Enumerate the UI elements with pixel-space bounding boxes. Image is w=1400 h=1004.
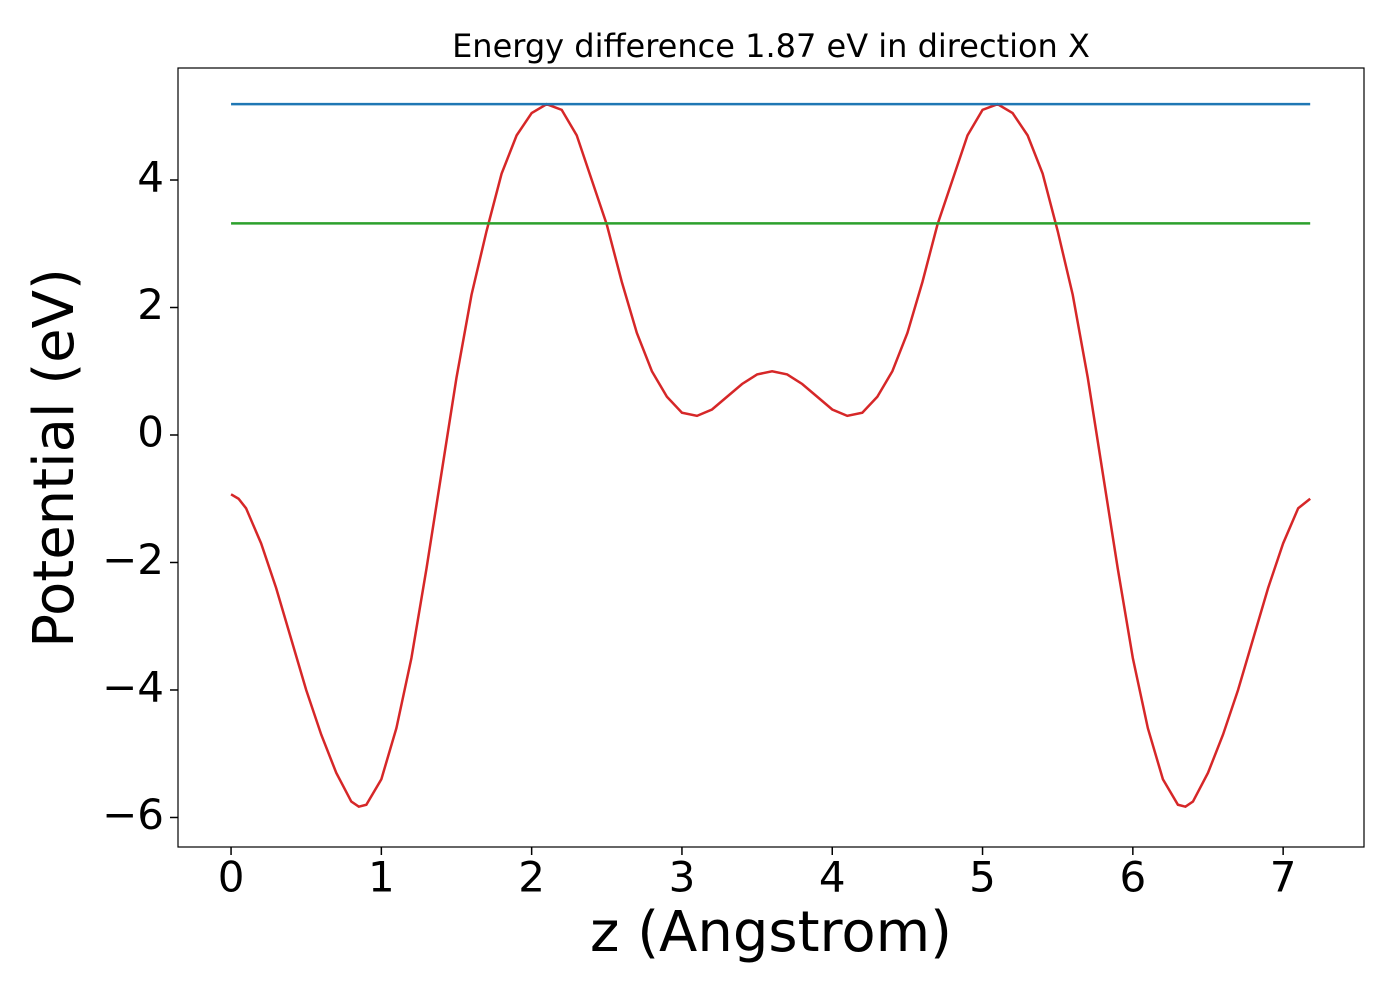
y-tick-label: −2 — [102, 535, 164, 584]
y-tick-label: 2 — [137, 280, 164, 329]
x-tick-label: 3 — [669, 853, 696, 902]
x-tick-label: 2 — [518, 853, 545, 902]
y-axis-label: Potential (eV) — [22, 268, 87, 648]
line-series — [230, 102, 1311, 808]
plot-frame — [177, 67, 1365, 848]
x-axis-label: z (Angstrom) — [590, 900, 952, 965]
chart-title: Energy difference 1.87 eV in direction X — [452, 27, 1090, 65]
y-tick-label: −6 — [102, 790, 164, 839]
x-tick-label: 5 — [969, 853, 996, 902]
x-tick-label: 4 — [819, 853, 846, 902]
y-tick-label: −4 — [102, 662, 164, 711]
y-tick-label: 4 — [137, 153, 164, 202]
x-tick-label: 6 — [1119, 853, 1146, 902]
x-tick-label: 0 — [218, 853, 245, 902]
x-tick-label: 1 — [368, 853, 395, 902]
y-tick-label: 0 — [137, 407, 164, 456]
x-tick-label: 7 — [1270, 853, 1297, 902]
